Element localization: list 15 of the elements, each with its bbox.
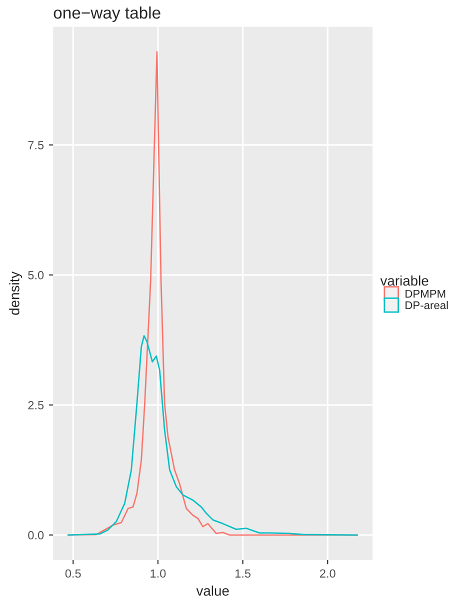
x-tick-label: 1.5: [235, 569, 251, 578]
y-tick-label: 7.5: [28, 141, 44, 150]
y-axis-title: density: [9, 271, 22, 315]
y-tick-label: 2.5: [28, 401, 44, 410]
line-series: [67, 335, 358, 536]
chart-title: one−way table: [54, 6, 160, 22]
legend-label: DP-areal: [406, 301, 448, 310]
x-tick-label: 1.0: [150, 569, 166, 578]
legend-label: DPMPM: [406, 290, 446, 298]
x-tick-label: 0.5: [65, 569, 81, 578]
legend-title: variable: [380, 275, 428, 286]
y-tick-label: 5.0: [28, 270, 44, 280]
x-axis-title: value: [196, 586, 229, 596]
x-tick-label: 2.0: [320, 569, 336, 578]
y-tick-label: 0.0: [28, 531, 44, 540]
